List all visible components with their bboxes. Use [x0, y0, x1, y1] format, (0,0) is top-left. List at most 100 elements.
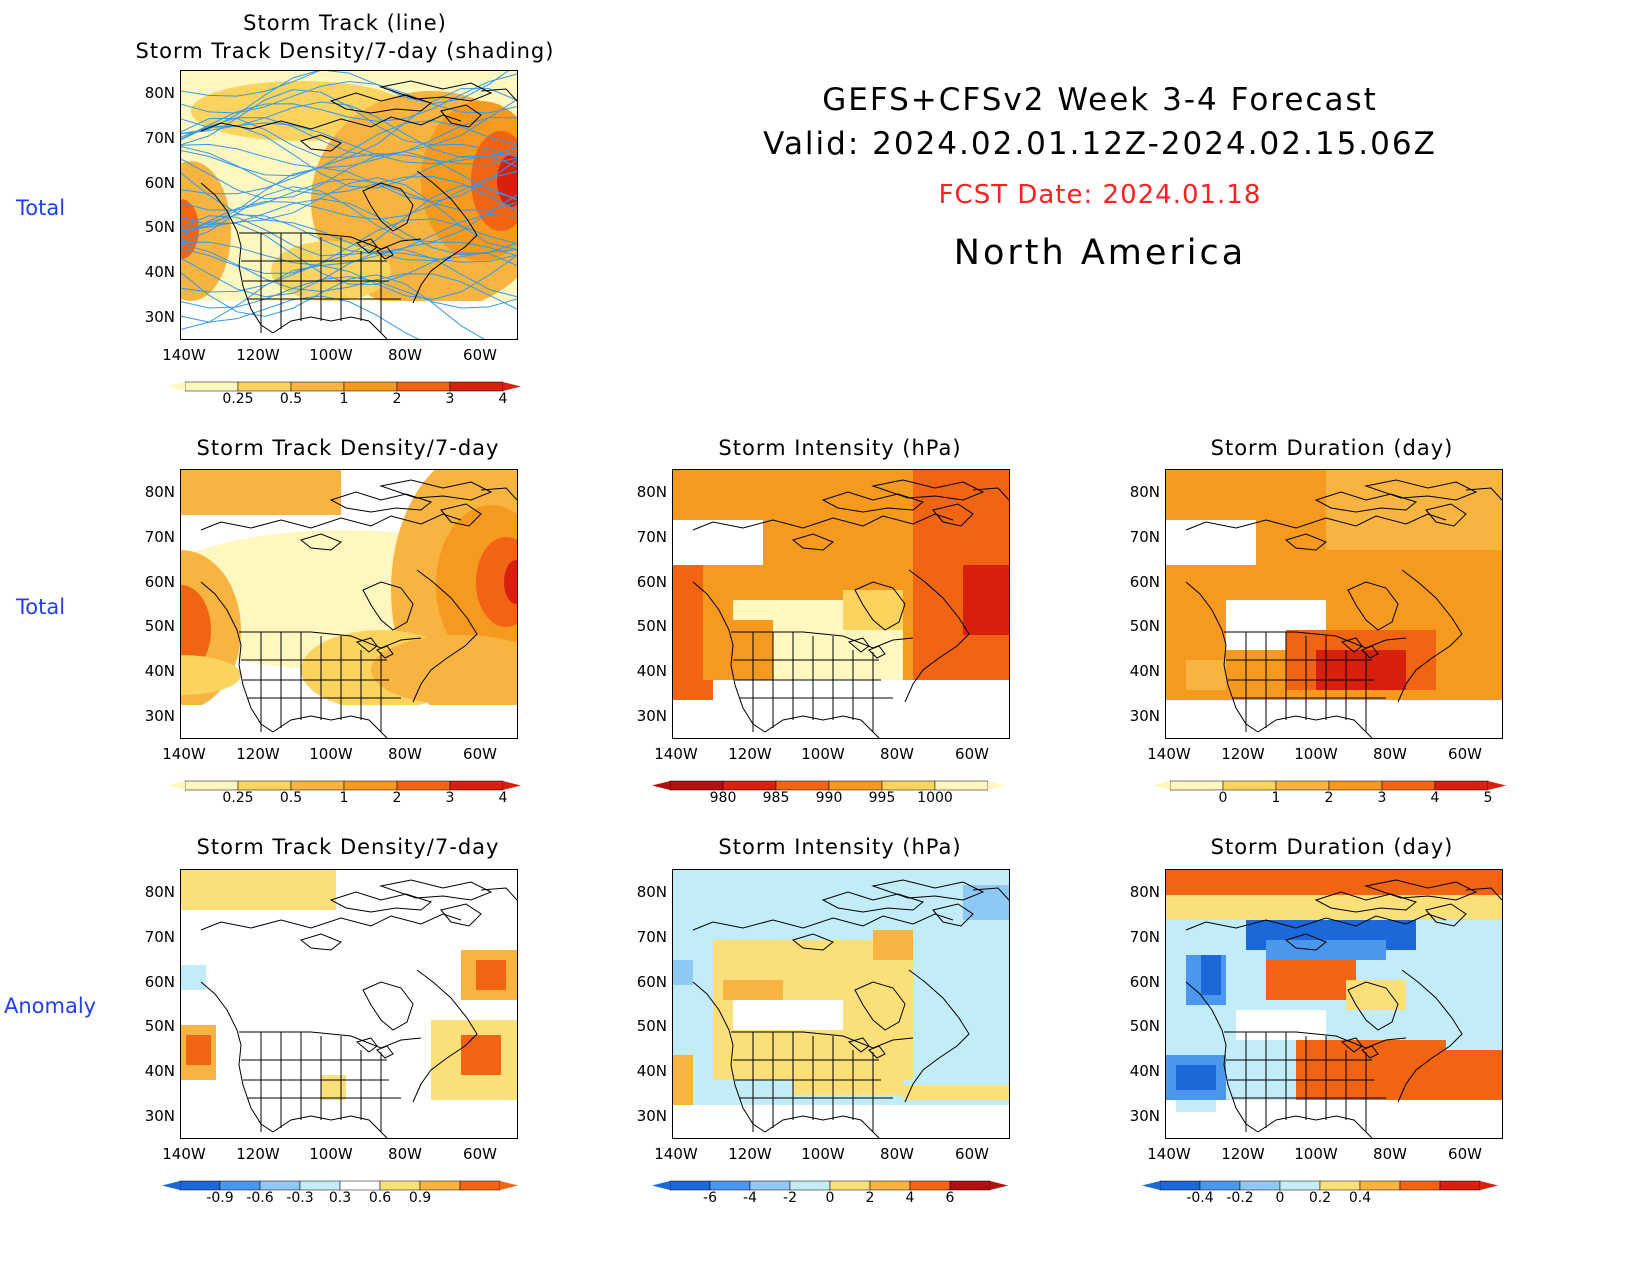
panel-title-density-total: Storm Track Density/7-day: [196, 436, 500, 460]
lon-tick-label: 100W: [309, 346, 353, 364]
colorbar-tick-label: 2: [1324, 790, 1334, 806]
colorbar-tick-label: 0: [825, 1190, 835, 1206]
lat-tick-label: 40N: [636, 662, 667, 680]
lat-tick-label: 80N: [1129, 883, 1160, 901]
map-duration-anomaly: [1165, 869, 1503, 1139]
lat-tick-label: 40N: [1129, 662, 1160, 680]
colorbar-tick-label: 2: [865, 1190, 875, 1206]
lon-tick-label: 140W: [162, 1145, 206, 1163]
lat-tick-label: 60N: [1129, 973, 1160, 991]
colorbar-tick-label: -0.9: [206, 1190, 234, 1206]
lat-tick-label: 30N: [144, 308, 175, 326]
colorbar-tick-label: 0.5: [279, 790, 303, 806]
lon-tick-label: 120W: [1221, 1145, 1265, 1163]
map-density-total: [180, 469, 518, 739]
colorbar-tick-label: 1: [1271, 790, 1281, 806]
lat-tick-label: 40N: [144, 263, 175, 281]
lon-tick-label: 80W: [880, 745, 914, 763]
lon-tick-label: 140W: [654, 1145, 698, 1163]
map-duration-total: [1165, 469, 1503, 739]
colorbar-tick-label: 3: [445, 391, 455, 407]
colorbar-tick-label: 980: [709, 790, 737, 806]
lon-tick-label: 140W: [1147, 745, 1191, 763]
lat-tick-label: 70N: [144, 528, 175, 546]
colorbar-tick-label: -0.6: [246, 1190, 274, 1206]
lat-tick-label: 70N: [1129, 528, 1160, 546]
lat-tick-label: 80N: [144, 883, 175, 901]
lon-tick-label: 80W: [388, 346, 422, 364]
lon-tick-label: 120W: [728, 1145, 772, 1163]
panel-title-shading: Storm Track Density/7-day (shading): [135, 39, 555, 63]
forecast-title: GEFS+CFSv2 Week 3-4 Forecast: [822, 82, 1378, 118]
colorbar-tick-label: 0.4: [1348, 1190, 1372, 1206]
lon-tick-label: 120W: [236, 745, 280, 763]
lat-tick-label: 40N: [144, 662, 175, 680]
panel-title-duration-anomaly: Storm Duration (day): [1210, 835, 1454, 859]
colorbar-tick-label: -0.2: [1226, 1190, 1254, 1206]
row-label-anomaly: Anomaly: [4, 994, 97, 1018]
lat-tick-label: 30N: [636, 707, 667, 725]
lon-tick-label: 140W: [162, 346, 206, 364]
lat-tick-label: 50N: [1129, 1017, 1160, 1035]
colorbar-tick-label: 995: [868, 790, 896, 806]
lon-tick-label: 60W: [463, 745, 497, 763]
colorbar-tick-label: 3: [1377, 790, 1387, 806]
lat-tick-label: 80N: [144, 84, 175, 102]
lat-tick-label: 70N: [636, 928, 667, 946]
lat-tick-label: 60N: [636, 973, 667, 991]
lon-tick-label: 80W: [880, 1145, 914, 1163]
lon-tick-label: 100W: [309, 745, 353, 763]
lat-tick-label: 60N: [144, 573, 175, 591]
panel-title-duration-total: Storm Duration (day): [1210, 436, 1454, 460]
lat-tick-label: 50N: [636, 1017, 667, 1035]
colorbar-tick-label: 4: [905, 1190, 915, 1206]
colorbar-tick-label: 0.5: [279, 391, 303, 407]
lat-tick-label: 30N: [1129, 1107, 1160, 1125]
lat-tick-label: 30N: [636, 1107, 667, 1125]
colorbar-tick-label: 1: [339, 790, 349, 806]
lat-tick-label: 50N: [144, 617, 175, 635]
lat-tick-label: 30N: [1129, 707, 1160, 725]
colorbar-tick-label: 0.6: [368, 1190, 392, 1206]
colorbar-tick-label: 1000: [917, 790, 953, 806]
lon-tick-label: 120W: [236, 346, 280, 364]
colorbar-tick-label: 4: [1430, 790, 1440, 806]
lon-tick-label: 80W: [1373, 745, 1407, 763]
lon-tick-label: 100W: [1294, 1145, 1338, 1163]
colorbar-tick-label: -0.3: [286, 1190, 314, 1206]
region-name: North America: [953, 233, 1247, 273]
lon-tick-label: 100W: [309, 1145, 353, 1163]
colorbar-tick-label: 985: [762, 790, 790, 806]
colorbar-tick-label: 0.9: [408, 1190, 432, 1206]
panel-title-intensity-total: Storm Intensity (hPa): [718, 436, 962, 460]
map-storm-track: [180, 70, 518, 340]
forecast-date: FCST Date: 2024.01.18: [938, 180, 1262, 210]
colorbar-tick-label: 1: [339, 391, 349, 407]
lat-tick-label: 40N: [144, 1062, 175, 1080]
lon-tick-label: 80W: [388, 1145, 422, 1163]
colorbar-tick-label: -0.4: [1186, 1190, 1214, 1206]
lat-tick-label: 70N: [144, 129, 175, 147]
lat-tick-label: 50N: [636, 617, 667, 635]
lon-tick-label: 60W: [463, 1145, 497, 1163]
colorbar-tick-label: 5: [1483, 790, 1493, 806]
row-label-total-2: Total: [16, 595, 66, 619]
lat-tick-label: 50N: [144, 1017, 175, 1035]
colorbar-tick-label: 0.2: [1308, 1190, 1332, 1206]
panel-title-line: Storm Track (line): [243, 11, 447, 35]
lon-tick-label: 120W: [728, 745, 772, 763]
panel-title-intensity-anomaly: Storm Intensity (hPa): [718, 835, 962, 859]
lon-tick-label: 60W: [1448, 745, 1482, 763]
lat-tick-label: 70N: [636, 528, 667, 546]
lat-tick-label: 60N: [636, 573, 667, 591]
lat-tick-label: 80N: [636, 483, 667, 501]
colorbar-tick-label: 4: [498, 391, 508, 407]
lat-tick-label: 30N: [144, 707, 175, 725]
lon-tick-label: 120W: [1221, 745, 1265, 763]
lat-tick-label: 60N: [144, 174, 175, 192]
valid-period: Valid: 2024.02.01.12Z-2024.02.15.06Z: [763, 126, 1437, 162]
panel-title-density-anomaly: Storm Track Density/7-day: [196, 835, 500, 859]
colorbar-tick-label: 0: [1218, 790, 1228, 806]
lat-tick-label: 40N: [636, 1062, 667, 1080]
colorbar-tick-label: 0.3: [328, 1190, 352, 1206]
